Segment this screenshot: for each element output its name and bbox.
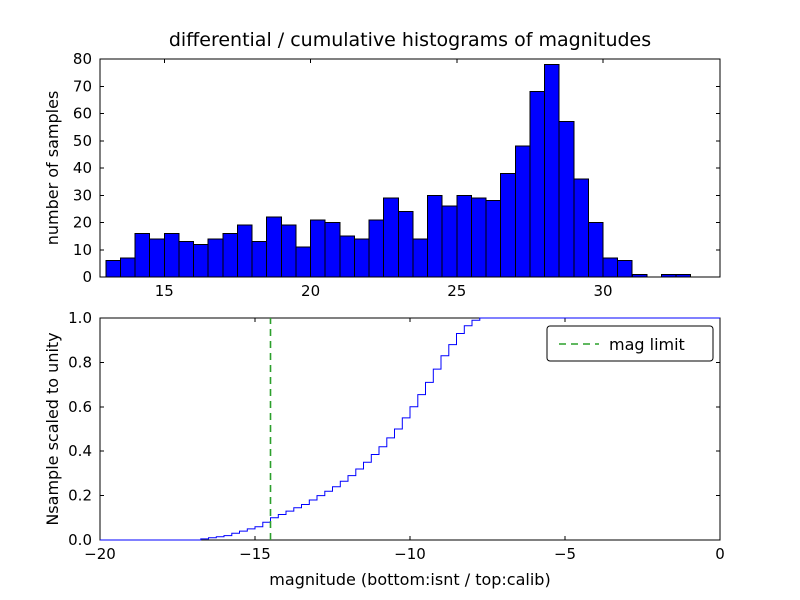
y-tick-label: 0.8 <box>68 353 92 371</box>
y-tick-label: 30 <box>73 186 92 204</box>
histogram-bar <box>222 232 238 278</box>
histogram-bar <box>587 222 604 278</box>
histogram-bar <box>134 232 151 278</box>
y-tick-label: 10 <box>73 241 92 259</box>
histogram-bar <box>441 205 458 278</box>
histogram-bar <box>558 121 575 278</box>
y-tick-label: 0.4 <box>68 442 92 460</box>
histogram-bar <box>193 243 209 278</box>
histogram-bar <box>310 219 326 278</box>
top-ylabel: number of samples <box>43 91 62 246</box>
histogram-bar <box>631 273 648 278</box>
histogram-bar <box>266 216 282 278</box>
histogram-bar <box>163 232 180 278</box>
x-tick-label: −10 <box>394 545 426 563</box>
bottom-cumulative-plot: −20 −15 −10 −5 0 0.0 0.2 0.4 0.6 0.8 1.0 <box>68 309 725 563</box>
y-tick-label: 20 <box>73 214 92 232</box>
histogram-bar <box>544 64 560 278</box>
histogram-bar <box>412 238 428 278</box>
cumulative-step-line <box>100 317 720 541</box>
histogram-bar <box>500 172 516 278</box>
bottom-xlabel: magnitude (bottom:isnt / top:calib) <box>269 570 550 589</box>
histogram-bar <box>339 235 355 278</box>
top-histogram-plot: 15 20 25 30 0 10 20 30 40 50 60 70 80 <box>73 50 721 300</box>
x-tick-label: −5 <box>554 545 576 563</box>
y-tick-label: 80 <box>73 50 92 68</box>
legend: mag limit <box>546 325 714 362</box>
legend-label: mag limit <box>609 335 685 354</box>
x-tick-label: −20 <box>84 545 116 563</box>
histogram-bar <box>368 219 385 278</box>
y-tick-label: 60 <box>73 105 92 123</box>
x-tick-label: 15 <box>155 282 174 300</box>
y-tick-label: 0.2 <box>68 487 92 505</box>
y-tick-label: 40 <box>73 159 92 177</box>
histogram-bar <box>353 238 370 278</box>
histogram-bar <box>514 145 531 278</box>
histogram-bar <box>295 246 311 278</box>
histogram-bar <box>617 260 633 278</box>
y-tick-label: 1.0 <box>68 309 92 327</box>
histogram-bar <box>485 200 502 278</box>
histogram-bar <box>573 178 589 278</box>
x-tick-label: 25 <box>447 282 466 300</box>
histogram-bar <box>178 241 195 278</box>
legend-box <box>546 325 714 362</box>
histogram-bar <box>661 273 677 278</box>
chart-title: differential / cumulative histograms of … <box>169 29 651 51</box>
x-tick-label: −15 <box>239 545 271 563</box>
y-tick-label: 0.6 <box>68 398 92 416</box>
histogram-bar <box>120 257 136 278</box>
y-tick-label: 50 <box>73 132 92 150</box>
histogram-bar <box>324 222 341 278</box>
x-tick-label: 30 <box>593 282 612 300</box>
histogram-bar <box>529 91 546 278</box>
bottom-ylabel: Nsample scaled to unity <box>43 332 62 525</box>
histogram-bar <box>383 197 399 278</box>
x-tick-label: 0 <box>715 545 725 563</box>
histogram-bar <box>251 241 268 278</box>
histogram-bar <box>675 273 692 278</box>
y-tick-label: 70 <box>73 77 92 95</box>
y-tick-label: 0 <box>82 268 92 286</box>
histogram-bar <box>280 224 297 278</box>
histogram-bar <box>397 211 414 278</box>
x-tick-label: 20 <box>301 282 320 300</box>
histogram-bar <box>427 194 443 278</box>
y-tick-label: 0.0 <box>68 531 92 549</box>
histogram-bar <box>207 238 224 278</box>
histogram-bar <box>602 257 619 278</box>
histogram-bar <box>456 194 472 278</box>
histogram-bar <box>149 238 165 278</box>
histogram-bar <box>237 224 253 278</box>
histogram-bar <box>470 197 487 278</box>
histogram-bar <box>105 260 121 278</box>
